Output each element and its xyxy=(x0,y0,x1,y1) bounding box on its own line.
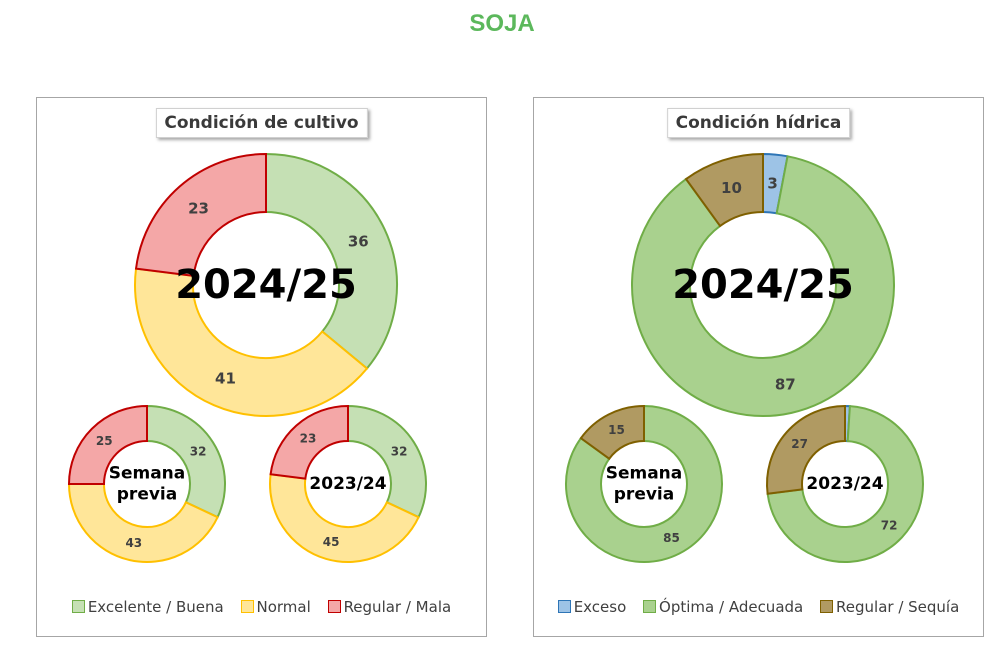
legend-swatch xyxy=(240,600,254,613)
donut-slice-0-1 xyxy=(134,267,369,417)
donut-center-label-1: previa xyxy=(117,485,177,505)
water-condition-title: Condición hídrica xyxy=(666,108,851,138)
water-condition-legend: Exceso Óptima / Adecuada Regular / Sequí… xyxy=(534,598,983,616)
slice-value-label-0-1: 87 xyxy=(775,376,796,394)
legend-item-optima-adecuada: Óptima / Adecuada xyxy=(643,598,803,616)
donut-slice-2-1 xyxy=(269,473,420,564)
donut-slice-1-2 xyxy=(579,404,645,461)
legend-item-regular-mala: Regular / Mala xyxy=(327,598,452,616)
donut-slice-2-0 xyxy=(347,404,427,519)
water-condition-panel: Condición hídrica 3 87 10 2024/25 85 15 Semana… xyxy=(533,97,984,637)
slice-value-label-2-0: 32 xyxy=(391,445,408,459)
legend-swatch xyxy=(71,600,85,613)
legend-swatch xyxy=(643,600,657,613)
crop-condition-panel: Condición de cultivo 36 41 23 2024/25 32 43 25… xyxy=(36,97,487,637)
donut-slice-2-1 xyxy=(766,405,924,563)
donut-slice-0-2 xyxy=(684,152,764,228)
legend-item-regular-sequia: Regular / Sequía xyxy=(820,598,959,616)
slice-value-label-2-2: 27 xyxy=(791,437,808,451)
donut-center-label-0: 2024/25 xyxy=(175,262,357,308)
legend-label: Normal xyxy=(256,598,311,616)
legend-label: Excelente / Buena xyxy=(87,598,224,616)
donut-slice-0-0 xyxy=(265,152,398,370)
donut-center-label-1: Semana xyxy=(109,463,186,483)
donut-center-label-0: 2024/25 xyxy=(672,262,854,308)
legend-item-excelente-buena: Excelente / Buena xyxy=(71,598,224,616)
crop-condition-legend: Excelente / Buena Normal Regular / Mala xyxy=(37,598,486,616)
legend-swatch xyxy=(820,600,834,613)
legend-swatch xyxy=(557,600,571,613)
slice-value-label-1-1: 85 xyxy=(663,531,680,545)
donut-slice-2-2 xyxy=(766,404,846,495)
donut-center-label-2: 2023/24 xyxy=(806,474,883,494)
crop-condition-title: Condición de cultivo xyxy=(155,108,368,138)
slice-value-label-0-2: 23 xyxy=(188,199,209,217)
donut-center-label-2: 2023/24 xyxy=(309,474,386,494)
legend-item-normal: Normal xyxy=(240,598,311,616)
legend-label: Regular / Sequía xyxy=(836,598,960,616)
donut-slice-0-1 xyxy=(631,155,895,417)
slice-value-label-0-2: 10 xyxy=(721,179,742,197)
donut-slice-1-1 xyxy=(565,404,723,563)
donut-slice-1-0 xyxy=(146,404,226,519)
donut-center-label-1: Semana xyxy=(606,463,683,483)
slice-value-label-1-1: 43 xyxy=(125,536,142,550)
slice-value-label-0-1: 41 xyxy=(215,370,236,388)
slice-value-label-0-0: 3 xyxy=(767,174,777,192)
legend-item-exceso: Exceso xyxy=(557,598,627,616)
donut-center-label-1: previa xyxy=(614,485,674,505)
donut-slice-1-1 xyxy=(67,483,219,563)
donut-slice-1-2 xyxy=(67,404,148,485)
slice-value-label-1-0: 32 xyxy=(190,445,207,459)
slice-value-label-1-2: 25 xyxy=(96,434,113,448)
donut-slice-2-2 xyxy=(269,404,349,480)
legend-label: Óptima / Adecuada xyxy=(659,598,804,616)
slice-value-label-0-0: 36 xyxy=(348,233,369,251)
legend-label: Exceso xyxy=(573,598,627,616)
legend-label: Regular / Mala xyxy=(343,598,452,616)
slice-value-label-1-2: 15 xyxy=(608,423,625,437)
page-title: SOJA xyxy=(469,10,535,37)
donut-slice-0-2 xyxy=(134,152,267,277)
slice-value-label-2-1: 72 xyxy=(881,518,898,532)
slice-value-label-2-2: 23 xyxy=(300,432,317,446)
slice-value-label-2-1: 45 xyxy=(323,535,340,549)
legend-swatch xyxy=(327,600,341,613)
